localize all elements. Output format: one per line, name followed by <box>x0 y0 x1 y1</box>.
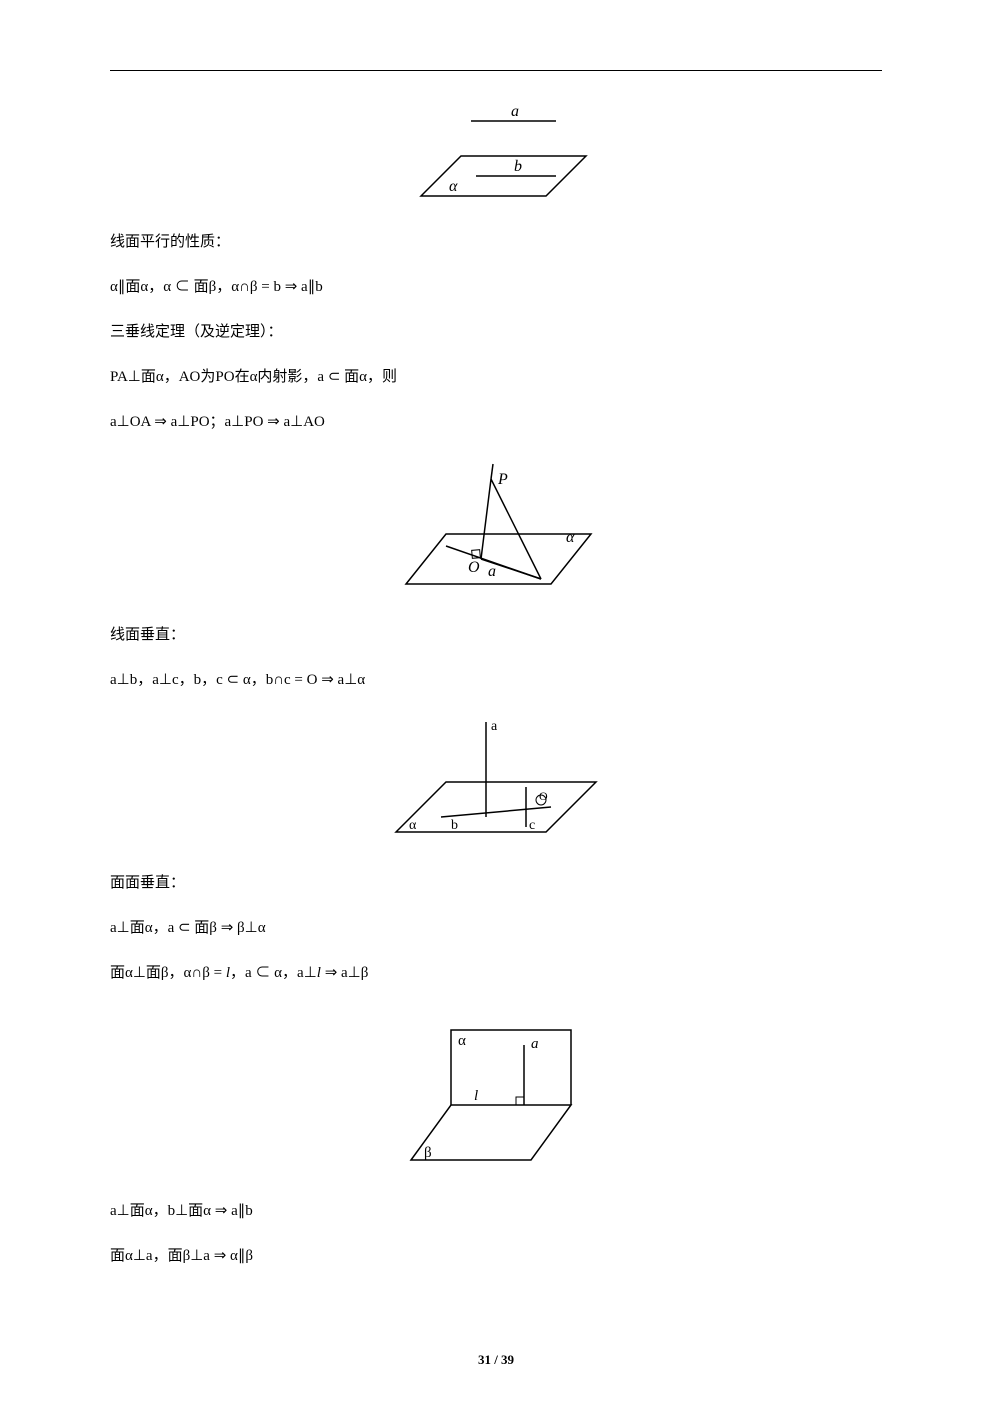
fig1-label-a: a <box>511 103 519 120</box>
fig2-label-a: a <box>488 563 496 580</box>
formula-4: a⊥面α，a ⊂ 面β ⇒ β⊥α <box>110 912 882 945</box>
formula-1: α∥面α，α ⊂ 面β，α∩β = b ⇒ a∥b <box>110 271 882 304</box>
text-line-plane-parallel-property: 线面平行的性质： <box>110 226 882 259</box>
top-divider <box>110 70 882 71</box>
fig1-svg: a b α <box>401 101 591 201</box>
fig4-label-alpha: α <box>458 1033 466 1049</box>
fig2-label-alpha: α <box>566 529 575 546</box>
fig3-label-b: b <box>451 818 458 833</box>
page-content: a b α 线面平行的性质： α∥面α，α ⊂ 面β，α∩β = b ⇒ a∥b… <box>0 0 992 1403</box>
f5-end: ⇒ a⊥β <box>321 965 368 981</box>
fig4-label-a: a <box>531 1036 539 1052</box>
fig4-label-l: l <box>474 1088 478 1104</box>
fig2-svg: P O a α <box>396 454 596 594</box>
fig1-label-alpha: α <box>449 178 458 195</box>
figure-plane-plane-perpendicular: a l α β <box>110 1020 882 1170</box>
f5-part1: 面α⊥面β，α∩β = <box>110 965 226 981</box>
page-number: 31 / 39 <box>0 1352 992 1368</box>
figure-line-plane-perpendicular: a b c O α <box>110 712 882 842</box>
text-line-plane-perp: 线面垂直： <box>110 619 882 652</box>
figure-line-plane-parallel: a b α <box>110 101 882 201</box>
fig1-label-b: b <box>514 158 522 175</box>
figure-three-perpendicular: P O a α <box>110 454 882 594</box>
fig3-label-a: a <box>491 719 498 734</box>
fig2-label-P: P <box>497 471 508 488</box>
text-plane-plane-perp: 面面垂直： <box>110 867 882 900</box>
fig4-label-beta: β <box>424 1145 432 1161</box>
formula-6: a⊥面α，b⊥面α ⇒ a∥b <box>110 1195 882 1228</box>
formula-2: a⊥OA ⇒ a⊥PO；a⊥PO ⇒ a⊥AO <box>110 406 882 439</box>
fig3-label-O: O <box>539 789 548 803</box>
fig3-svg: a b c O α <box>391 712 601 842</box>
f5-mid: ，a ⊂ α，a⊥ <box>230 965 317 981</box>
formula-5: 面α⊥面β，α∩β = l，a ⊂ α，a⊥l ⇒ a⊥β <box>110 957 882 990</box>
fig3-label-c: c <box>529 818 535 833</box>
fig4-svg: a l α β <box>396 1020 596 1170</box>
fig2-label-O: O <box>468 559 480 576</box>
text-three-perpendicular: 三垂线定理（及逆定理）： <box>110 316 882 349</box>
formula-7: 面α⊥a，面β⊥a ⇒ α∥β <box>110 1240 882 1273</box>
text-three-perp-setup: PA⊥面α，AO为PO在α内射影，a ⊂ 面α，则 <box>110 361 882 394</box>
fig3-label-alpha: α <box>409 818 417 833</box>
formula-3: a⊥b，a⊥c，b，c ⊂ α，b∩c = O ⇒ a⊥α <box>110 664 882 697</box>
